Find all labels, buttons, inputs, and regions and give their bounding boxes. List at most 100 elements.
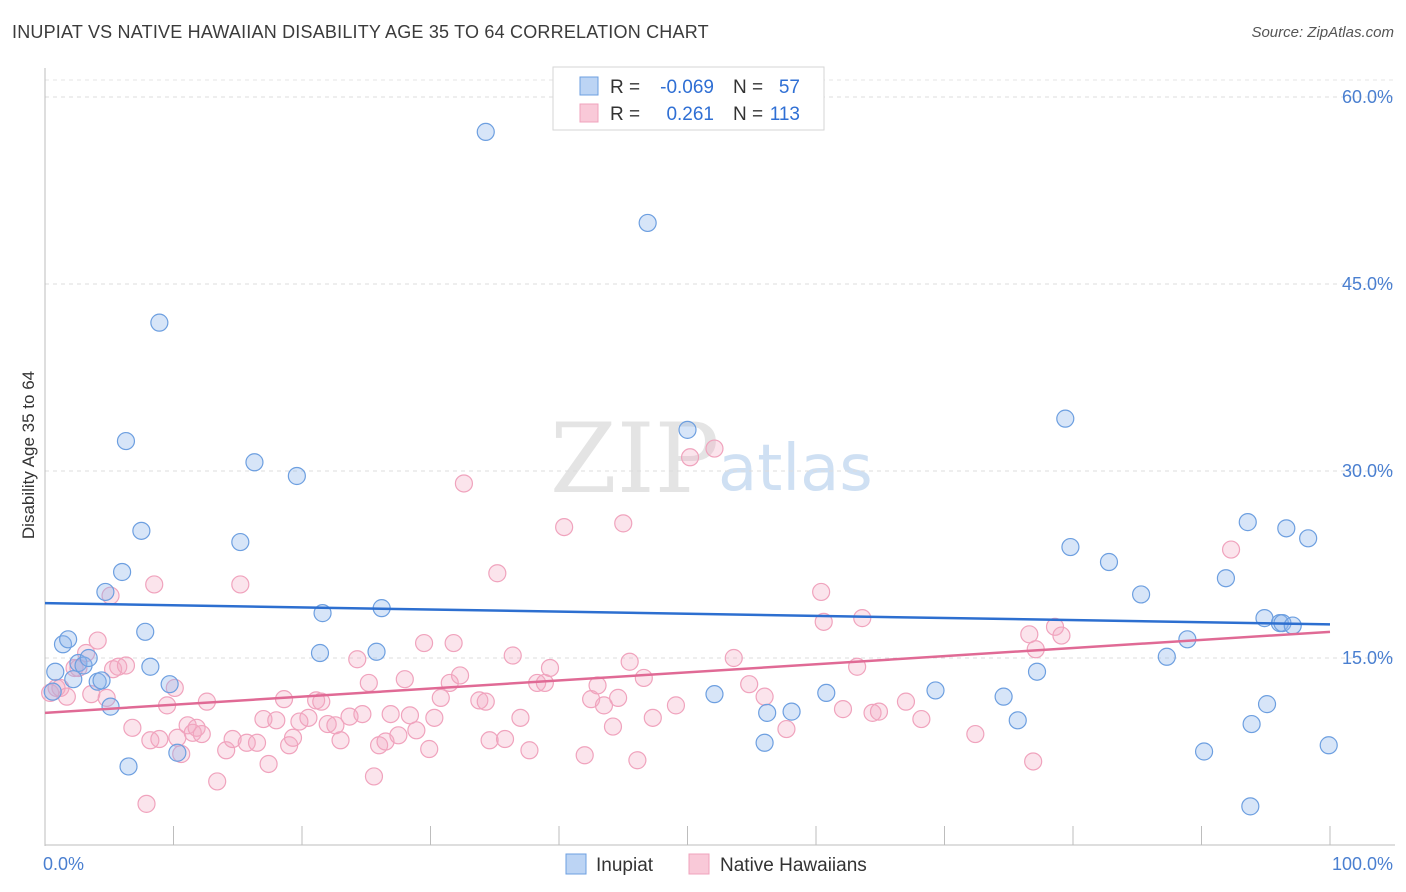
legend-swatch-inupiat — [579, 76, 599, 96]
point-hawaiian-62 — [431, 688, 450, 707]
point-inupiat-32 — [755, 733, 774, 752]
trend-line-inupiat — [44, 601, 1331, 626]
point-inupiat-1 — [46, 662, 65, 681]
point-hawaiian-28 — [208, 772, 227, 791]
point-inupiat-15 — [132, 521, 151, 540]
point-inupiat-40 — [1056, 409, 1075, 428]
point-inupiat-52 — [1257, 695, 1277, 714]
point-inupiat-3 — [59, 630, 78, 649]
point-hawaiian-36 — [267, 711, 286, 730]
point-hawaiian-82 — [594, 696, 614, 715]
point-hawaiian-99 — [833, 700, 853, 719]
point-inupiat-34 — [782, 702, 801, 721]
y-tick-label-0: 15.0% — [1342, 648, 1393, 668]
point-inupiat-56 — [1283, 616, 1302, 635]
point-hawaiian-72 — [503, 646, 522, 665]
point-inupiat-43 — [1132, 585, 1151, 604]
point-inupiat-44 — [1157, 647, 1176, 666]
point-hawaiian-18 — [150, 729, 169, 749]
point-hawaiian-57 — [400, 706, 420, 725]
point-inupiat-24 — [310, 643, 330, 663]
point-inupiat-28 — [476, 122, 495, 142]
point-hawaiian-44 — [318, 714, 337, 734]
point-inupiat-48 — [1238, 513, 1257, 532]
point-inupiat-41 — [1061, 537, 1080, 557]
point-hawaiian-71 — [495, 729, 515, 749]
point-hawaiian-41 — [299, 708, 318, 727]
point-inupiat-19 — [160, 675, 179, 694]
x-tick-label-0: 0.0% — [43, 854, 84, 874]
point-inupiat-21 — [231, 532, 250, 552]
point-inupiat-0 — [43, 682, 62, 701]
point-inupiat-29 — [638, 213, 657, 233]
bottom-legend-swatch-hawaiian — [688, 853, 710, 875]
point-hawaiian-3 — [57, 687, 76, 706]
point-inupiat-18 — [150, 313, 169, 332]
point-hawaiian-86 — [620, 652, 639, 671]
point-inupiat-9 — [92, 671, 111, 690]
point-hawaiian-40 — [290, 712, 309, 731]
point-hawaiian-95 — [755, 687, 774, 706]
point-hawaiian-104 — [896, 692, 916, 711]
point-inupiat-38 — [1008, 711, 1027, 730]
point-hawaiian-46 — [331, 731, 350, 750]
point-inupiat-39 — [1027, 662, 1047, 681]
point-hawaiian-90 — [666, 696, 686, 715]
point-inupiat-16 — [136, 622, 155, 641]
point-hawaiian-91 — [680, 448, 700, 467]
point-hawaiian-31 — [231, 575, 250, 594]
point-hawaiian-106 — [966, 724, 985, 744]
point-hawaiian-74 — [520, 741, 539, 760]
point-hawaiian-29 — [217, 741, 236, 760]
series-legend: Inupiat Native Hawaiians — [565, 853, 867, 876]
point-hawaiian-85 — [614, 514, 633, 533]
point-hawaiian-34 — [254, 709, 273, 729]
point-hawaiian-56 — [395, 670, 414, 689]
point-hawaiian-35 — [259, 754, 278, 774]
point-inupiat-7 — [79, 648, 98, 668]
point-inupiat-58 — [1319, 736, 1338, 755]
point-inupiat-50 — [1242, 714, 1261, 734]
point-inupiat-46 — [1194, 742, 1214, 761]
point-inupiat-22 — [245, 453, 264, 472]
point-inupiat-55 — [1277, 519, 1296, 538]
y-tick-label-1: 30.0% — [1342, 461, 1393, 481]
point-hawaiian-39 — [283, 728, 303, 747]
point-hawaiian-70 — [488, 564, 507, 583]
point-inupiat-30 — [678, 420, 697, 439]
point-hawaiian-79 — [575, 746, 594, 765]
point-hawaiian-78 — [555, 517, 574, 537]
trend-line-hawaiian — [44, 630, 1331, 715]
point-hawaiian-64 — [444, 633, 463, 653]
point-inupiat-26 — [367, 642, 386, 661]
point-hawaiian-93 — [724, 648, 743, 668]
legend-n-label-inupiat: N = — [733, 77, 763, 98]
series-inupiat — [43, 122, 1338, 816]
point-inupiat-23 — [287, 466, 306, 486]
point-inupiat-2 — [53, 635, 73, 654]
point-hawaiian-8 — [88, 631, 107, 650]
point-hawaiian-77 — [540, 658, 560, 678]
point-hawaiian-83 — [603, 717, 623, 736]
point-hawaiian-15 — [137, 794, 156, 813]
point-hawaiian-68 — [476, 692, 495, 711]
point-hawaiian-112 — [1221, 540, 1241, 559]
point-inupiat-42 — [1099, 552, 1119, 572]
point-inupiat-37 — [994, 687, 1013, 706]
point-inupiat-4 — [64, 670, 83, 689]
point-hawaiian-14 — [123, 718, 142, 737]
point-hawaiian-26 — [192, 724, 211, 744]
point-inupiat-35 — [817, 683, 836, 703]
point-hawaiian-59 — [414, 633, 434, 653]
point-hawaiian-103 — [869, 702, 889, 721]
legend-r-value-hawaiian: 0.261 — [666, 104, 714, 125]
legend-n-value-inupiat: 57 — [779, 77, 800, 98]
point-hawaiian-111 — [1052, 626, 1071, 645]
point-hawaiian-9 — [97, 688, 116, 707]
point-hawaiian-101 — [853, 609, 872, 628]
y-tick-label-3: 60.0% — [1342, 87, 1393, 107]
point-hawaiian-84 — [609, 688, 628, 707]
point-hawaiian-50 — [359, 673, 378, 693]
point-hawaiian-17 — [145, 575, 164, 594]
point-hawaiian-69 — [480, 731, 499, 750]
